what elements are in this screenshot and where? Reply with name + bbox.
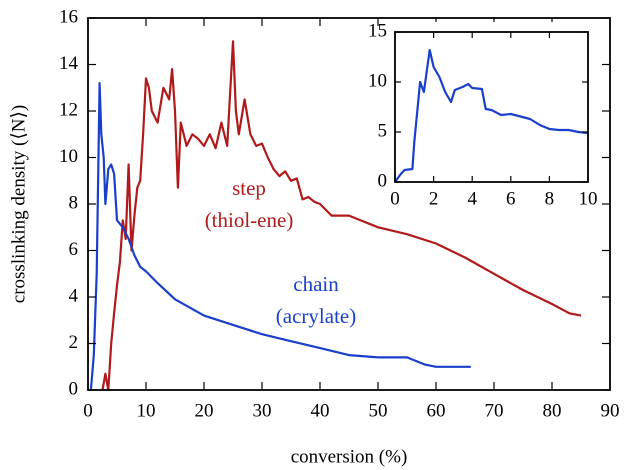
y-tick-label: 10	[368, 70, 387, 91]
y-tick-label: 15	[368, 20, 387, 41]
x-tick-label: 6	[506, 188, 516, 209]
data-line	[101, 40, 582, 392]
x-tick-label: 0	[390, 188, 400, 209]
y-tick-label: 0	[69, 378, 79, 399]
annotation: (thiol-ene)	[205, 208, 294, 232]
y-tick-label: 8	[69, 192, 79, 213]
y-tick-label: 10	[59, 146, 78, 167]
plot-frame	[394, 31, 589, 183]
plot-frame	[87, 17, 611, 391]
y-tick-label: 16	[59, 6, 78, 27]
y-tick-label: 6	[69, 239, 79, 260]
x-tick-label: 40	[311, 400, 330, 421]
x-axis-label: conversion (%)	[291, 446, 408, 467]
x-tick-label: 70	[485, 400, 504, 421]
x-tick-label: 80	[543, 400, 562, 421]
x-tick-label: 10	[137, 400, 156, 421]
x-tick-label: 2	[429, 188, 439, 209]
y-tick-label: 4	[69, 285, 79, 306]
inset-background	[392, 22, 588, 182]
y-tick-label: 12	[59, 99, 78, 120]
y-tick-label: 0	[378, 170, 388, 191]
x-tick-label: 30	[253, 400, 272, 421]
y-axis-label: crosslinking density (⟨N⟩)	[8, 105, 29, 303]
annotation: chain	[293, 272, 339, 296]
x-tick-label: 10	[579, 188, 598, 209]
x-tick-label: 90	[601, 400, 620, 421]
annotation: (acrylate)	[276, 304, 356, 328]
x-tick-label: 60	[427, 400, 446, 421]
y-tick-label: 5	[378, 120, 388, 141]
y-tick-label: 14	[59, 53, 79, 74]
x-tick-label: 20	[195, 400, 214, 421]
x-tick-label: 4	[467, 188, 477, 209]
x-tick-label: 50	[369, 400, 388, 421]
data-line	[89, 82, 471, 391]
x-tick-label: 0	[83, 400, 93, 421]
y-tick-label: 2	[69, 332, 79, 353]
x-tick-label: 8	[545, 188, 555, 209]
annotation: step	[232, 176, 266, 200]
data-line	[394, 48, 589, 183]
